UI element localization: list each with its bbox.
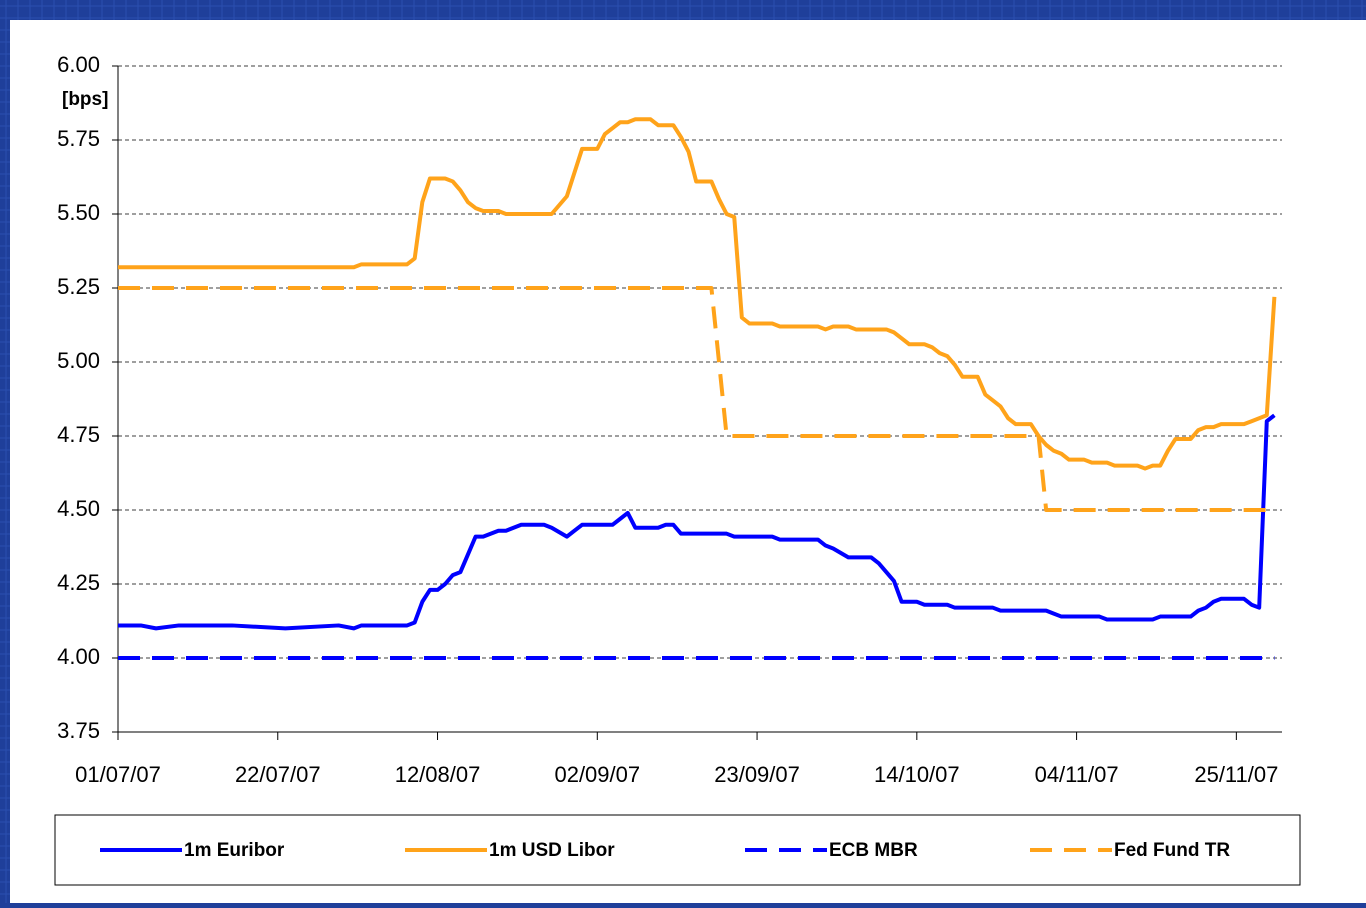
x-tick-label: 14/10/07 [874, 762, 960, 787]
y-tick-label: 4.25 [57, 570, 100, 595]
y-tick-label: 5.00 [57, 348, 100, 373]
legend-label: ECB MBR [829, 840, 918, 861]
series-line [118, 117, 1277, 471]
x-tick-label: 25/11/07 [1194, 762, 1278, 787]
y-unit-label: [bps] [62, 89, 108, 110]
x-tick-label: 23/09/07 [714, 762, 800, 787]
legend-label: 1m USD Libor [489, 840, 615, 861]
y-tick-label: 5.25 [57, 274, 100, 299]
y-tick-label: 5.75 [57, 126, 100, 151]
x-tick-label: 22/07/07 [235, 762, 321, 787]
y-tick-label: 6.00 [57, 52, 100, 77]
legend-label: 1m Euribor [184, 840, 285, 861]
series-line [118, 413, 1276, 631]
x-tick-label: 12/08/07 [395, 762, 481, 787]
y-tick-label: 4.00 [57, 644, 100, 669]
legend-box [54, 814, 1301, 886]
x-tick-label: 02/09/07 [554, 762, 640, 787]
y-tick-label: 4.75 [57, 422, 100, 447]
x-tick-label: 04/11/07 [1035, 762, 1119, 787]
series-line [118, 286, 1275, 512]
x-tick-label: 01/07/07 [75, 762, 161, 787]
legend-label: Fed Fund TR [1114, 840, 1230, 861]
panel [10, 20, 1366, 903]
y-tick-label: 3.75 [57, 718, 100, 743]
y-tick-label: 5.50 [57, 200, 100, 225]
y-tick-label: 4.50 [57, 496, 100, 521]
